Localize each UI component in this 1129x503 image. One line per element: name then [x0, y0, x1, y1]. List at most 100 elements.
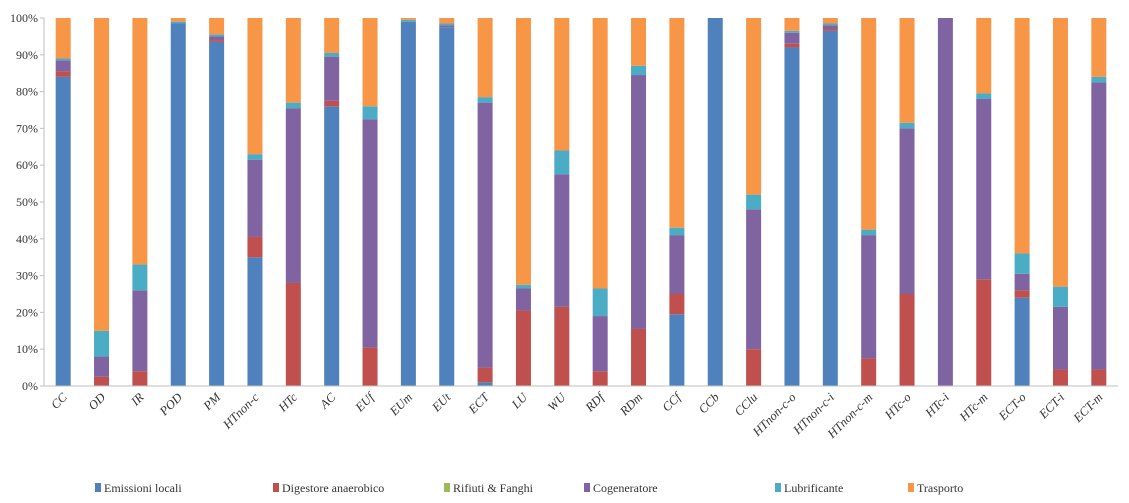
bar-segment-CCf-trasporto [669, 18, 685, 228]
bar-segment-PM-cogeneratore [209, 36, 225, 41]
y-tick-label: 0% [22, 379, 38, 393]
bar-segment-HTnon-c-trasporto [247, 18, 263, 155]
legend-swatch [273, 483, 279, 492]
bar-segment-RDf-lubrificante [592, 288, 608, 317]
bar-segment-CCf-lubrificante [669, 227, 685, 236]
bar-segment-OD-cogeneratore [94, 356, 110, 377]
bar-segment-CC-emissioni-locali [55, 76, 71, 386]
bar-segment-ECT-o-cogeneratore [1014, 273, 1030, 291]
bar-segment-CClu-lubrificante [746, 194, 762, 210]
bar-segment-HTc-o-trasporto [899, 18, 915, 123]
bar-segment-ECT-m-digestore-anaerobico [1091, 369, 1107, 386]
y-axis: 0% 10% 20% 30% 40% 50% 60% 70% 80% 90% 100% [10, 11, 45, 393]
bar-segment-RDm-lubrificante [631, 65, 647, 76]
bar-segment-HTc-digestore-anaerobico [285, 282, 301, 386]
bar-segment-ECT-lubrificante [477, 97, 493, 103]
bar-segment-HTnon-c-o-cogeneratore [784, 32, 800, 44]
legend: Emissioni locali Digestore anaerobico Rifi… [95, 481, 963, 495]
legend-swatch [584, 483, 590, 492]
bar-segment-HTnon-c-i-cogeneratore [822, 25, 838, 30]
bar-segment-WU-trasporto [554, 18, 570, 151]
bar-segment-EUf-lubrificante [362, 106, 378, 120]
y-tick-label: 60% [16, 158, 38, 172]
x-tick-label: ECT-i [1036, 390, 1068, 422]
bar-segment-HTc-o-digestore-anaerobico [899, 294, 915, 386]
bar-segment-ECT-cogeneratore [477, 102, 493, 368]
bar-segment-LU-digestore-anaerobico [515, 310, 531, 386]
bar-segment-HTnon-c-m-lubrificante [861, 229, 877, 236]
bar-segment-HTnon-c-m-digestore-anaerobico [861, 358, 877, 386]
y-tick-label: 30% [16, 269, 38, 283]
bar-segment-HTc-m-lubrificante [976, 93, 992, 99]
y-tick-label: 50% [16, 195, 38, 209]
bar-segment-AC-trasporto [324, 18, 340, 53]
bar-segment-ECT-i-lubrificante [1052, 286, 1068, 307]
bar-segment-LU-cogeneratore [515, 288, 531, 311]
bar-segment-ECT-trasporto [477, 18, 493, 98]
x-tick-label: LU [508, 390, 531, 413]
bar-segment-HTnon-c-digestore-anaerobico [247, 236, 263, 258]
bar-segment-CClu-cogeneratore [746, 209, 762, 350]
x-tick-label: AC [316, 390, 338, 412]
bar-segment-HTc-trasporto [285, 18, 301, 103]
y-tick-label: 40% [16, 232, 38, 246]
x-tick-label: ECT [465, 389, 493, 417]
bar-segment-HTnon-c-o-lubrificante [784, 30, 800, 33]
bar-segment-RDm-digestore-anaerobico [631, 328, 647, 386]
legend-label: Lubrificante [784, 481, 843, 495]
bar-segment-HTnon-c-m-trasporto [861, 18, 877, 230]
x-tick-label: ECT-m [1070, 390, 1105, 425]
y-tick-label: 90% [16, 48, 38, 62]
bar-segment-CCb-emissioni-locali [707, 18, 723, 386]
bar-segment-CC-cogeneratore [55, 60, 71, 72]
bar-segment-EUt-lubrificante [439, 23, 455, 26]
bar-segment-AC-emissioni-locali [324, 106, 340, 386]
legend-label: Emissioni locali [104, 481, 182, 495]
bar-segment-PM-lubrificante [209, 34, 225, 37]
bar-segment-ECT-o-lubrificante [1014, 253, 1030, 274]
bar-segment-ECT-emissioni-locali [477, 382, 493, 386]
bar-segment-ECT-o-digestore-anaerobico [1014, 290, 1030, 298]
bar-segment-WU-lubrificante [554, 150, 570, 175]
y-tick-label: 80% [16, 85, 38, 99]
x-tick-label: RDf [582, 389, 608, 415]
x-tick-label: RDm [616, 390, 645, 419]
bar-segment-HTnon-c-i-digestore-anaerobico [822, 29, 838, 31]
bar-segment-HTnon-c-i-emissioni-locali [822, 30, 838, 386]
bar-segment-PM-digestore-anaerobico [209, 40, 225, 42]
bar-segment-LU-lubrificante [515, 284, 531, 289]
bar-segment-HTc-m-digestore-anaerobico [976, 279, 992, 386]
bar-segment-POD-emissioni-locali [170, 23, 186, 387]
x-tick-label: HTc-i [922, 390, 953, 421]
bar-segment-IR-digestore-anaerobico [132, 371, 148, 386]
x-tick-label: OD [86, 390, 109, 413]
bar-segment-ECT-i-cogeneratore [1052, 306, 1068, 370]
bar-segment-PM-trasporto [209, 18, 225, 35]
bar-segment-HTc-lubrificante [285, 102, 301, 109]
bar-segment-AC-digestore-anaerobico [324, 100, 340, 107]
y-tick-label: 70% [16, 121, 38, 135]
bar-segment-PM-emissioni-locali [209, 41, 225, 387]
bar-segment-AC-cogeneratore [324, 56, 340, 101]
legend-swatch [444, 483, 450, 492]
bar-segment-RDf-cogeneratore [592, 316, 608, 372]
bar-segment-RDm-cogeneratore [631, 75, 647, 329]
x-tick-label: HTnon-c [220, 390, 262, 432]
bar-segment-EUt-cogeneratore [439, 25, 455, 28]
x-tick-label: POD [156, 390, 185, 419]
x-tick-label: HTc [275, 390, 300, 415]
bar-segment-HTnon-c-i-trasporto [822, 18, 838, 24]
x-tick-label: ECT-o [995, 390, 1029, 424]
bar-segment-CClu-digestore-anaerobico [746, 349, 762, 386]
x-tick-label: EUf [352, 389, 378, 415]
bar-segment-EUf-digestore-anaerobico [362, 347, 378, 386]
bar-segment-ECT-m-trasporto [1091, 18, 1107, 77]
bar-segment-HTnon-c-o-trasporto [784, 18, 800, 31]
bar-segment-IR-trasporto [132, 18, 148, 265]
x-tick-label: HTc-o [881, 390, 913, 422]
bar-segment-IR-cogeneratore [132, 290, 148, 372]
bar-segment-OD-digestore-anaerobico [94, 376, 110, 386]
bar-segment-LU-trasporto [515, 18, 531, 285]
